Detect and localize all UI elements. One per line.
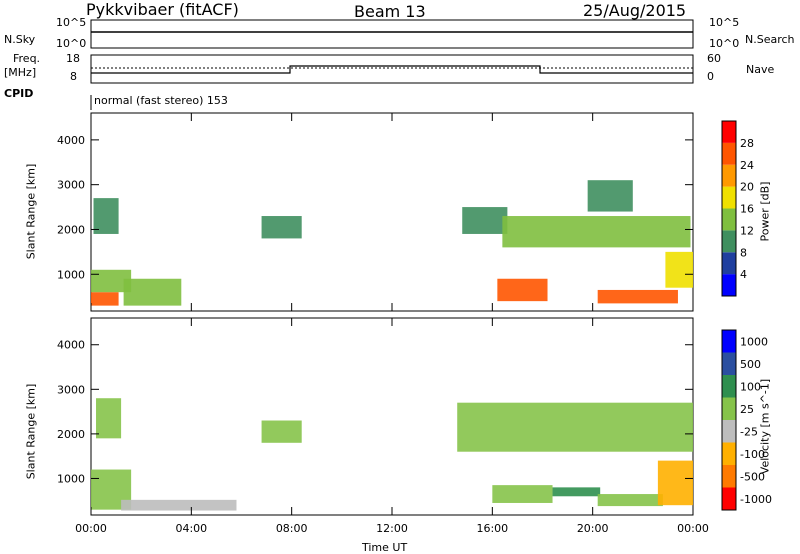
nsky-panel-frame bbox=[90, 19, 694, 49]
power-data-cell bbox=[502, 216, 691, 248]
velocity-data-cell bbox=[457, 402, 693, 452]
velocity-data-cell bbox=[597, 494, 663, 507]
velocity-data-cell bbox=[657, 460, 693, 506]
velocity-data-cell bbox=[121, 499, 237, 511]
velocity-colorbar-cell bbox=[722, 420, 736, 443]
x-tick-label: 16:00 bbox=[476, 522, 508, 535]
velocity-colorbar-frame bbox=[721, 329, 737, 511]
power-ytick-label: 3000 bbox=[57, 179, 85, 192]
velocity-colorbar-tick-label: -100 bbox=[740, 448, 765, 461]
power-data-cell bbox=[497, 278, 548, 302]
station-title: Pykkvibaer (fitACF) bbox=[86, 0, 239, 19]
velocity-colorbar-tick-label: 25 bbox=[740, 403, 754, 416]
nsky-tick-bottom: 10^0 bbox=[56, 37, 87, 50]
velocity-colorbar-cell bbox=[722, 375, 736, 398]
power-data-cell bbox=[91, 269, 132, 293]
power-colorbar-tick-label: 12 bbox=[740, 224, 754, 237]
date-title: 25/Aug/2015 bbox=[583, 1, 687, 20]
nave-label: Nave bbox=[746, 63, 775, 76]
velocity-colorbar-cell bbox=[722, 330, 736, 353]
cpid-label: CPID bbox=[4, 87, 34, 100]
velocity-colorbar-cell bbox=[722, 397, 736, 420]
nsearch-tick-top: 10^5 bbox=[709, 16, 740, 29]
x-axis-label: Time UT bbox=[362, 541, 408, 554]
power-colorbar-tick-label: 16 bbox=[740, 203, 754, 216]
power-colorbar-tick-label: 28 bbox=[740, 137, 754, 150]
velocity-colorbar-tick-label: 1000 bbox=[740, 335, 768, 348]
nsearch-label: N.Search bbox=[745, 33, 795, 46]
power-colorbar-cell bbox=[722, 274, 736, 296]
power-data-cell bbox=[93, 198, 119, 234]
velocity-data-cell bbox=[261, 420, 302, 443]
power-colorbar-tick-label: 4 bbox=[740, 268, 747, 281]
x-tick-label: 20:00 bbox=[577, 522, 609, 535]
velocity-colorbar-cell bbox=[722, 352, 736, 375]
power-data-cell bbox=[587, 180, 633, 212]
nsearch-tick-bottom: 10^0 bbox=[709, 37, 740, 50]
power-colorbar-tick-label: 24 bbox=[740, 159, 754, 172]
power-colorbar-tick-label: 20 bbox=[740, 181, 754, 194]
velocity-colorbar-tick-label: -500 bbox=[740, 470, 765, 483]
power-colorbar-cell bbox=[722, 252, 736, 275]
freq-tick-bottom: 8 bbox=[70, 70, 77, 83]
power-colorbar-cell bbox=[722, 186, 736, 209]
velocity-data-cell bbox=[492, 485, 553, 503]
velocity-colorbar-tick-label: -1000 bbox=[740, 493, 772, 506]
freq-tick-top: 18 bbox=[66, 52, 80, 65]
power-colorbar-cell bbox=[722, 230, 736, 253]
freq-label-line2: [MHz] bbox=[4, 66, 37, 79]
power-ytick-label: 1000 bbox=[57, 268, 85, 281]
velocity-colorbar-tick-label: 500 bbox=[740, 358, 761, 371]
power-colorbar-cell bbox=[722, 208, 736, 231]
power-data-cell bbox=[123, 278, 182, 306]
power-ytick-label: 2000 bbox=[57, 223, 85, 236]
velocity-ytick-label: 2000 bbox=[57, 428, 85, 441]
power-ytick-label: 4000 bbox=[57, 134, 85, 147]
velocity-ytick-label: 4000 bbox=[57, 339, 85, 352]
nsky-tick-top: 10^5 bbox=[56, 16, 87, 29]
velocity-colorbar-cell bbox=[722, 487, 736, 510]
freq-label-line1: Freq. bbox=[13, 52, 41, 65]
nsky-label: N.Sky bbox=[4, 33, 36, 46]
cpid-text: normal (fast stereo) 153 bbox=[94, 94, 228, 107]
x-tick-label: 12:00 bbox=[376, 522, 408, 535]
x-tick-label: 00:00 bbox=[677, 522, 709, 535]
velocity-colorbar-cell bbox=[722, 465, 736, 488]
nave-tick-top: 60 bbox=[707, 52, 721, 65]
velocity-colorbar-cell bbox=[722, 442, 736, 465]
velocity-colorbar-tick-label: 100 bbox=[740, 380, 761, 393]
velocity-data-cell bbox=[96, 398, 122, 439]
x-tick-label: 00:00 bbox=[75, 522, 107, 535]
power-colorbar-cell bbox=[722, 164, 736, 187]
velocity-ytick-label: 1000 bbox=[57, 472, 85, 485]
power-data-cell bbox=[462, 207, 508, 234]
freq-trace bbox=[91, 65, 693, 74]
power-colorbar-cell bbox=[722, 121, 736, 143]
power-colorbar-frame bbox=[721, 120, 737, 297]
power-colorbar-cell bbox=[722, 142, 736, 165]
x-tick-label: 04:00 bbox=[175, 522, 207, 535]
nave-tick-bottom: 0 bbox=[707, 70, 714, 83]
beam-title: Beam 13 bbox=[354, 2, 426, 21]
power-data-cell bbox=[665, 251, 693, 288]
velocity-colorbar-tick-label: -25 bbox=[740, 425, 758, 438]
x-tick-label: 08:00 bbox=[276, 522, 308, 535]
power-data-cell bbox=[597, 289, 678, 304]
power-plot-frame bbox=[90, 112, 694, 312]
velocity-data-cell bbox=[552, 487, 601, 497]
power-colorbar-tick-label: 8 bbox=[740, 246, 747, 259]
power-data-cell bbox=[91, 292, 119, 306]
power-data-cell bbox=[261, 216, 302, 239]
freq-panel-frame bbox=[90, 54, 694, 84]
velocity-ytick-label: 3000 bbox=[57, 383, 85, 396]
